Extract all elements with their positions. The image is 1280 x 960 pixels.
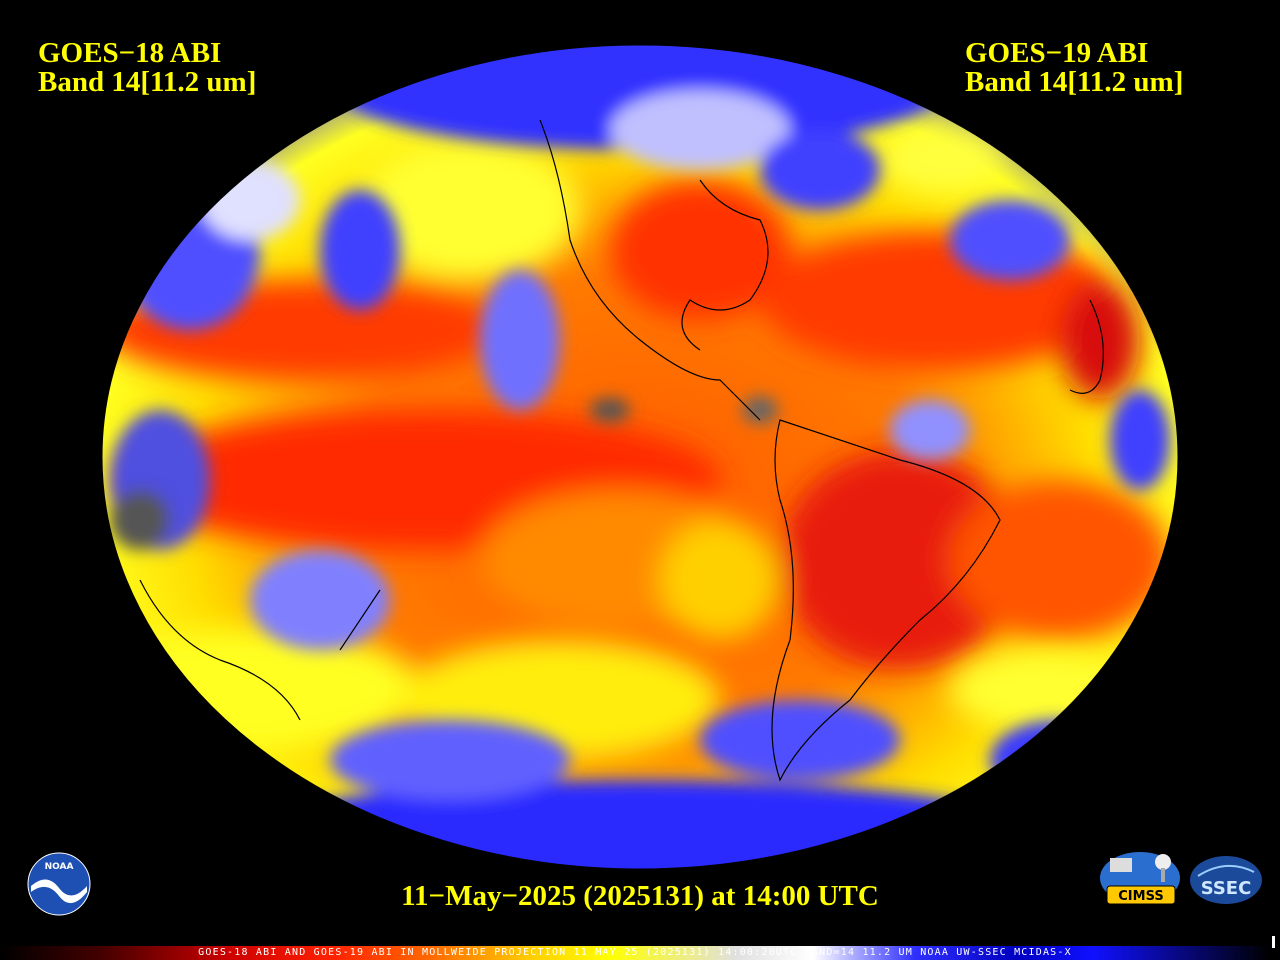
coastlines	[139, 119, 1104, 782]
colorbar-caption: GOES-18 ABI AND GOES-19 ABI IN MOLLWEIDE…	[198, 947, 1072, 958]
right-band-name: Band 14[11.2 um]	[965, 66, 1184, 98]
colorbar	[0, 946, 1270, 960]
right-satellite-label: GOES−19 ABI Band 14[11.2 um]	[965, 39, 1183, 97]
noaa-logo-text: NOAA	[45, 862, 74, 872]
right-satellite-name: GOES−19 ABI	[965, 37, 1149, 69]
timestamp: 11−May−2025 (2025131) at 14:00 UTC	[401, 880, 879, 912]
globe-outline	[101, 44, 1179, 870]
cimss-logo-icon: CIMSS	[1100, 852, 1180, 905]
colorbar-tick	[1272, 936, 1275, 948]
left-satellite-label: GOES−18 ABI Band 14[11.2 um]	[38, 39, 256, 97]
left-band-name: Band 14[11.2 um]	[38, 66, 257, 98]
noaa-logo-icon: NOAA	[27, 852, 91, 916]
ssec-logo-text: SSEC	[1201, 878, 1252, 899]
cimss-logo-text: CIMSS	[1118, 889, 1163, 904]
left-satellite-name: GOES−18 ABI	[38, 37, 222, 69]
ssec-logo-icon: SSEC	[1190, 856, 1262, 904]
